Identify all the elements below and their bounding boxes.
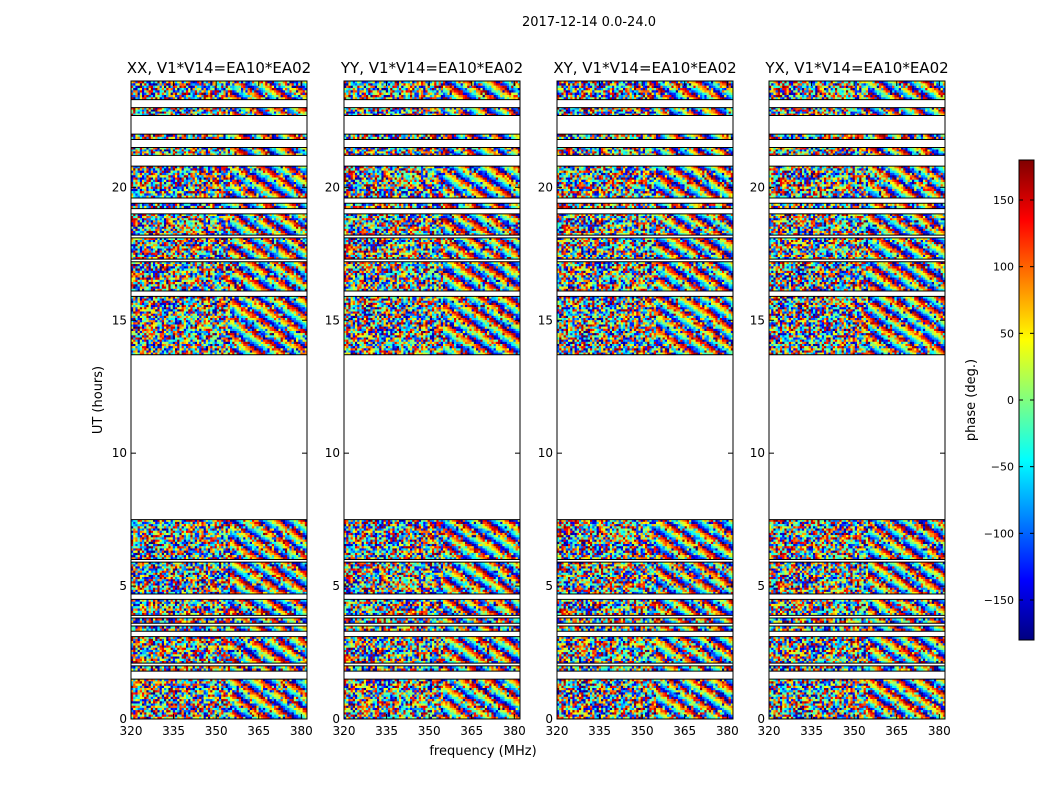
y-tick-label: 10 [325,446,340,460]
panel-title: XX, V1*V14=EA10*EA02 [127,59,311,77]
y-tick-label: 15 [325,313,340,327]
colorbar: −150 −100 −50 0 50 100 150 phase (deg.) [964,159,1035,641]
y-tick-label: 20 [325,180,340,194]
y-tick-label: 5 [119,579,127,593]
colorbar-tick-label: −50 [991,461,1014,474]
y-tick-label: 20 [112,180,127,194]
x-tick-label: 380 [290,724,313,738]
panel-frame [130,80,308,720]
panel-frame [343,80,521,720]
y-tick-label: 0 [332,712,340,726]
panel-3: XY, V1*V14=EA10*EA02 320 335 350 365 380 0 5 10 1… [538,59,739,738]
x-tick-label: 335 [162,724,185,738]
x-tick-label: 320 [120,724,143,738]
y-tick-label: 10 [750,446,765,460]
y-tick-label: 15 [538,313,553,327]
x-tick-label: 320 [758,724,781,738]
x-tick-label: 380 [928,724,951,738]
panel-2: YY, V1*V14=EA10*EA02 320 335 350 365 380 0 5 10 1… [325,59,526,738]
y-tick-label: 20 [538,180,553,194]
x-tick-label: 335 [588,724,611,738]
x-tick-label: 365 [673,724,696,738]
x-tick-label: 365 [460,724,483,738]
x-tick-label: 335 [375,724,398,738]
panel-frame [768,80,946,720]
y-tick-label: 10 [538,446,553,460]
y-tick-label: 5 [545,579,553,593]
y-tick-label: 0 [119,712,127,726]
y-tick-label: 0 [757,712,765,726]
colorbar-tick-label: −150 [984,594,1014,607]
colorbar-label: phase (deg.) [964,359,979,441]
panel-1: XX, V1*V14=EA10*EA02 320 335 350 365 380 0 5 10 1… [112,59,313,738]
colorbar-tick-label: 150 [993,194,1014,207]
x-tick-label: 350 [205,724,228,738]
x-tick-label: 350 [631,724,654,738]
x-tick-label: 380 [503,724,526,738]
colorbar-tick-label: 50 [1000,327,1014,340]
y-tick-label: 20 [750,180,765,194]
phase-image [769,81,945,719]
panel-title: XY, V1*V14=EA10*EA02 [553,59,736,77]
x-tick-label: 335 [800,724,823,738]
y-tick-label: 10 [112,446,127,460]
x-tick-label: 350 [843,724,866,738]
phase-image [557,81,733,719]
panel-4: YX, V1*V14=EA10*EA02 320 335 350 365 380 0 5 10 1… [750,59,951,738]
y-tick-label: 15 [750,313,765,327]
y-tick-label: 5 [757,579,765,593]
x-tick-label: 380 [716,724,739,738]
x-tick-label: 350 [418,724,441,738]
x-tick-label: 320 [546,724,569,738]
phase-image [344,81,520,719]
panel-frame [556,80,734,720]
colorbar-tick-label: 100 [993,261,1014,274]
phase-image [131,81,307,719]
y-axis-label: UT (hours) [91,366,106,434]
panels-group: XX, V1*V14=EA10*EA02 320 335 350 365 380 0 5 10 1… [112,59,951,738]
figure-title: 2017-12-14 0.0-24.0 [522,15,656,30]
panel-title: YX, V1*V14=EA10*EA02 [764,59,948,77]
x-axis-label: frequency (MHz) [429,744,536,759]
x-tick-label: 365 [247,724,270,738]
y-tick-label: 15 [112,313,127,327]
y-tick-label: 5 [332,579,340,593]
y-tick-label: 0 [545,712,553,726]
x-tick-label: 320 [333,724,356,738]
panel-title: YY, V1*V14=EA10*EA02 [340,59,523,77]
colorbar-tick-label: 0 [1007,394,1014,407]
x-tick-label: 365 [885,724,908,738]
colorbar-tick-label: −100 [984,527,1014,540]
